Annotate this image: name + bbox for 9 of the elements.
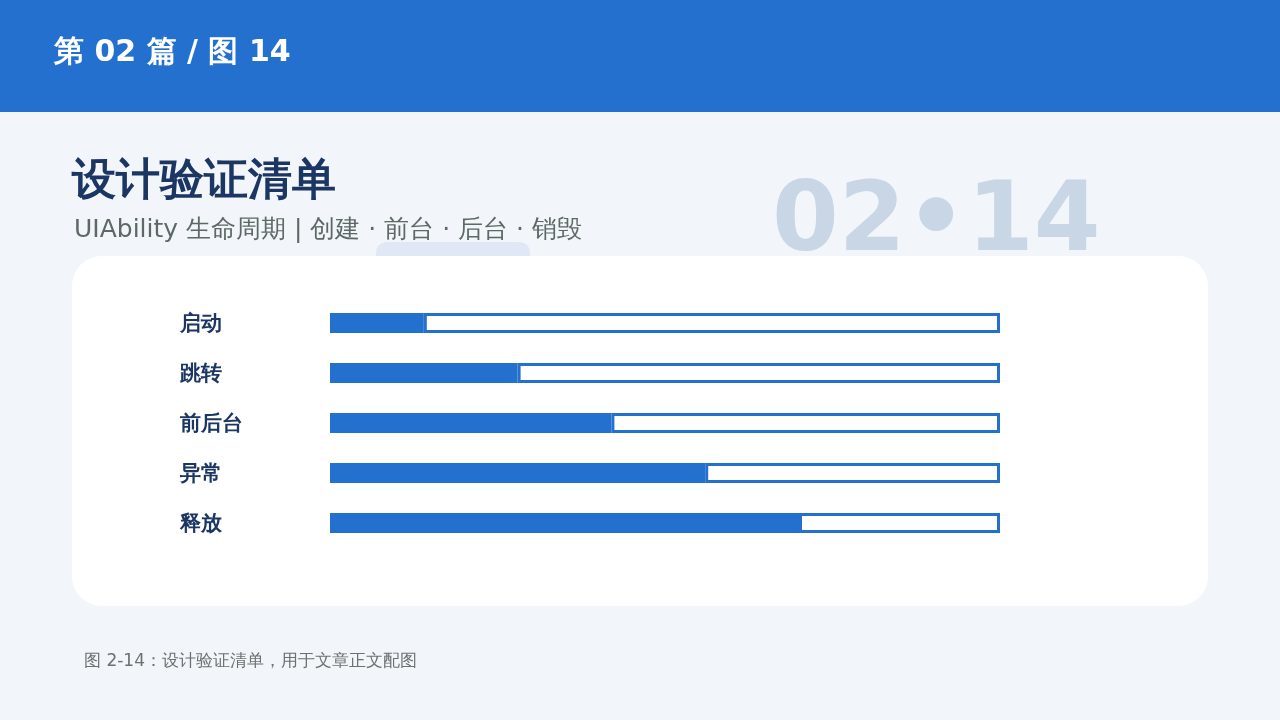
y-tick-label: 启动 [179, 310, 222, 334]
caption: 图 2-14：设计验证清单，用于文章正文配图 [84, 650, 417, 670]
y-tick-label: 前后台 [179, 410, 243, 434]
text: 第 02 篇 / 图 14 [53, 33, 291, 68]
chart-subtitle: UIAbility 生命周期 | 创建 · 前台 · 后台 · 销毁 [74, 214, 582, 243]
y-tick-label: 释放 [179, 510, 223, 534]
chart-title: 设计验证清单 [71, 153, 336, 204]
y-tick-label: 异常 [179, 460, 222, 484]
y-tick-label: 跳转 [179, 360, 222, 384]
